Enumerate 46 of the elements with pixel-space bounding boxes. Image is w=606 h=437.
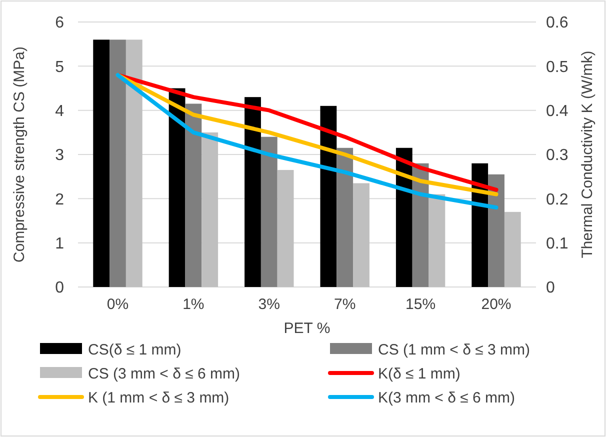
- y-tick-label: 2: [55, 191, 64, 208]
- legend-label: CS(δ ≤ 1 mm): [88, 341, 182, 358]
- bar: [202, 132, 218, 287]
- bar: [93, 40, 110, 287]
- bar: [260, 136, 278, 287]
- y2-tick-label: 0.3: [546, 147, 568, 164]
- bar: [504, 212, 521, 287]
- y2-tick-label: 0: [546, 280, 555, 297]
- bar: [110, 40, 126, 287]
- legend-label: K (1 mm < δ ≤ 3 mm): [88, 389, 230, 406]
- bar: [168, 88, 186, 287]
- x-tick-label: 7%: [334, 296, 356, 313]
- y2-tick-label: 0.2: [546, 191, 568, 208]
- bar: [428, 194, 446, 287]
- x-tick-label: 1%: [182, 296, 204, 313]
- y-axis-title: Compressive strength CS (MPa): [11, 46, 28, 262]
- y2-tick-label: 0.1: [546, 235, 568, 252]
- y2-tick-label: 0.6: [546, 14, 568, 32]
- x-tick-label: 0%: [106, 296, 129, 313]
- x-axis-title: PET %: [284, 320, 330, 337]
- x-tick-label: 20%: [481, 296, 512, 313]
- bar: [244, 97, 261, 287]
- y2-tick-label: 0.5: [546, 58, 568, 76]
- x-tick-label: 15%: [406, 296, 436, 313]
- bar: [396, 148, 412, 287]
- bar: [126, 40, 142, 287]
- bar: [353, 183, 370, 287]
- legend-label: CS (1 mm < δ ≤ 3 mm): [378, 341, 530, 358]
- legend-label: K(δ ≤ 1 mm): [378, 365, 460, 382]
- bar: [185, 104, 202, 287]
- bar: [488, 174, 504, 287]
- y-tick-label: 1: [55, 235, 64, 252]
- legend-label: CS (3 mm < δ ≤ 6 mm): [88, 365, 240, 382]
- bar: [472, 163, 488, 287]
- y2-tick-label: 0.4: [546, 102, 568, 120]
- bar: [336, 148, 354, 287]
- y-tick-label: 0: [55, 280, 64, 297]
- y2-axis-title: Thermal Conductivity K (W/mk): [579, 50, 596, 258]
- x-tick-label: 3%: [258, 296, 280, 313]
- y-tick-label: 5: [55, 58, 64, 76]
- y-tick-label: 6: [55, 14, 64, 32]
- legend-label: K(3 mm < δ ≤ 6 mm): [378, 389, 516, 406]
- bar: [320, 106, 337, 287]
- y-tick-label: 4: [55, 102, 64, 120]
- y-tick-label: 3: [55, 147, 64, 164]
- bar: [277, 170, 294, 287]
